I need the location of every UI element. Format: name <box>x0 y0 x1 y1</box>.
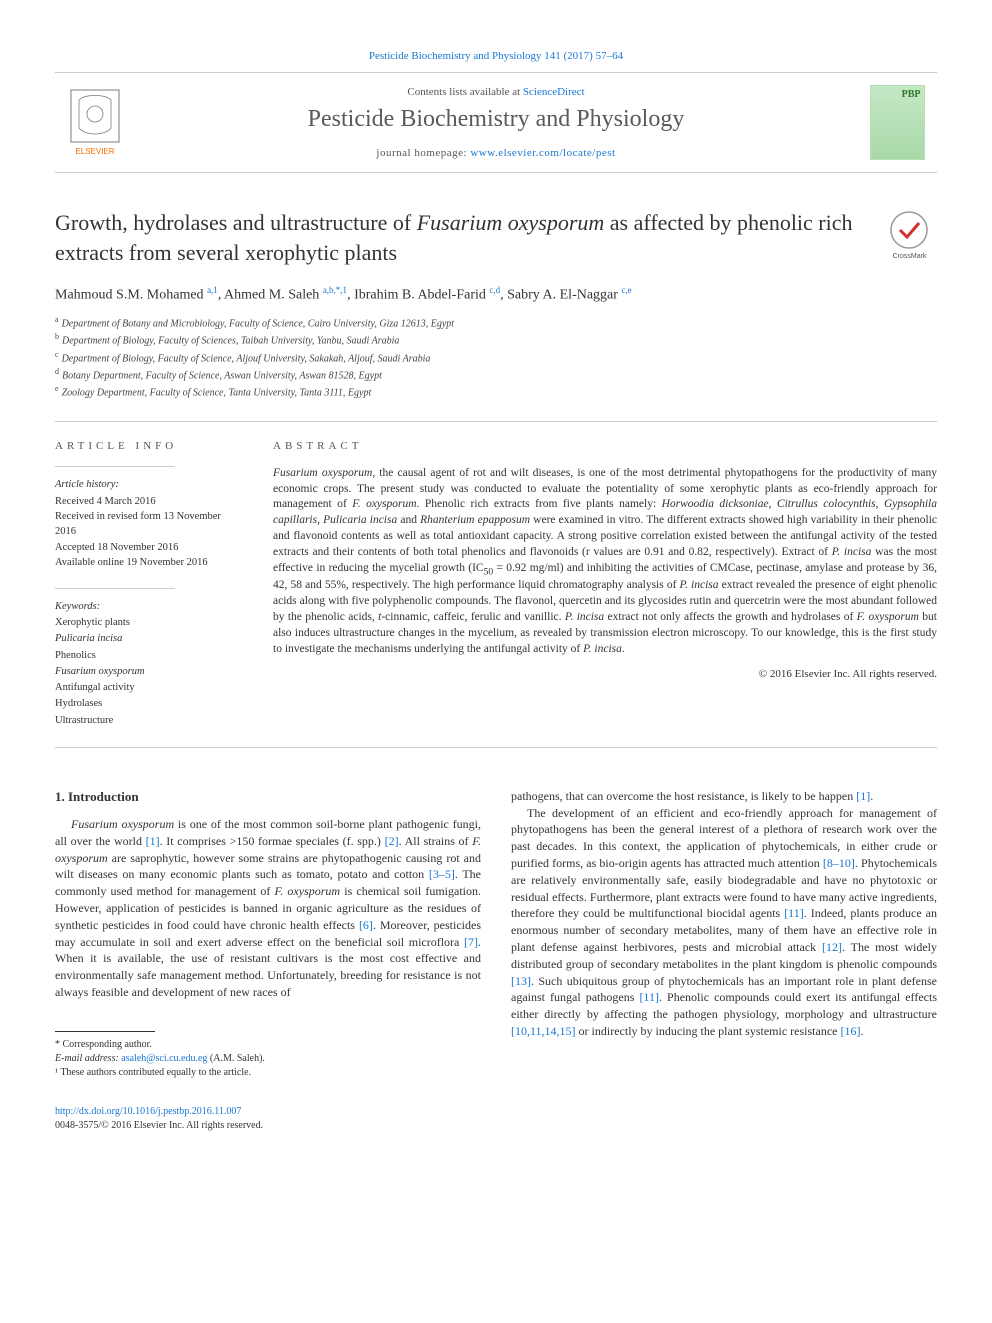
equal-contribution-note: ¹ These authors contributed equally to t… <box>55 1066 481 1080</box>
issn-copyright-line: 0048-3575/© 2016 Elsevier Inc. All right… <box>55 1120 263 1131</box>
elsevier-logo-icon: ELSEVIER <box>65 88 125 158</box>
journal-homepage-line: journal homepage: www.elsevier.com/locat… <box>135 147 857 159</box>
svg-text:ELSEVIER: ELSEVIER <box>75 147 114 156</box>
keyword-item: Pulicaria incisa <box>55 631 237 646</box>
keyword-item: Phenolics <box>55 648 237 663</box>
contents-available-line: Contents lists available at ScienceDirec… <box>135 86 857 98</box>
journal-cover-icon: PBP <box>870 85 925 160</box>
abstract-text: Fusarium oxysporum, the causal agent of … <box>273 466 937 658</box>
journal-header: ELSEVIER Contents lists available at Sci… <box>55 72 937 173</box>
intro-paragraph-1: Fusarium oxysporum is one of the most co… <box>55 816 481 1001</box>
journal-cover-abbrev: PBP <box>902 89 921 100</box>
crossmark-icon[interactable]: CrossMark <box>882 208 937 263</box>
keywords-block: Keywords: Xerophytic plantsPulicaria inc… <box>55 599 237 728</box>
affiliation-line: aDepartment of Botany and Microbiology, … <box>55 314 937 331</box>
authors-line: Mahmoud S.M. Mohamed a,1, Ahmed M. Saleh… <box>55 285 937 304</box>
article-info-divider <box>55 466 175 467</box>
journal-name: Pesticide Biochemistry and Physiology <box>135 106 857 133</box>
body-column-right: pathogens, that can overcome the host re… <box>511 788 937 1133</box>
article-title: Growth, hydrolases and ultrastructure of… <box>55 208 862 267</box>
keyword-item: Hydrolases <box>55 696 237 711</box>
intro-paragraph-1-cont: pathogens, that can overcome the host re… <box>511 788 937 805</box>
email-label: E-mail address: <box>55 1053 119 1064</box>
keyword-item: Xerophytic plants <box>55 615 237 630</box>
abstract-copyright: © 2016 Elsevier Inc. All rights reserved… <box>273 668 937 680</box>
doi-link[interactable]: http://dx.doi.org/10.1016/j.pestbp.2016.… <box>55 1106 241 1117</box>
article-history-heading: Article history: <box>55 477 237 492</box>
footnote-rule <box>55 1031 155 1032</box>
section-1-heading: 1. Introduction <box>55 788 481 806</box>
affiliation-line: eZoology Department, Faculty of Science,… <box>55 383 937 400</box>
sciencedirect-link[interactable]: ScienceDirect <box>523 86 585 98</box>
keyword-item: Antifungal activity <box>55 680 237 695</box>
affiliations-block: aDepartment of Botany and Microbiology, … <box>55 314 937 401</box>
history-line: Accepted 18 November 2016 <box>55 540 237 555</box>
footer-meta: http://dx.doi.org/10.1016/j.pestbp.2016.… <box>55 1105 481 1133</box>
keywords-divider <box>55 588 175 589</box>
article-history-block: Article history: Received 4 March 2016Re… <box>55 477 237 570</box>
affiliation-line: bDepartment of Biology, Faculty of Scien… <box>55 331 937 348</box>
journal-cover-slot: PBP <box>857 85 937 160</box>
intro-paragraph-2: The development of an efficient and eco-… <box>511 805 937 1040</box>
corresponding-author-note: * Corresponding author. <box>55 1038 481 1052</box>
body-column-left: 1. Introduction Fusarium oxysporum is on… <box>55 788 481 1133</box>
email-line: E-mail address: asaleh@sci.cu.edu.eg (A.… <box>55 1052 481 1066</box>
affiliation-line: cDepartment of Biology, Faculty of Scien… <box>55 349 937 366</box>
abstract-label: ABSTRACT <box>273 440 937 452</box>
contents-prefix: Contents lists available at <box>407 86 522 98</box>
top-citation-link[interactable]: Pesticide Biochemistry and Physiology 14… <box>369 50 623 62</box>
email-suffix: (A.M. Saleh). <box>207 1053 265 1064</box>
history-line: Received 4 March 2016 <box>55 494 237 509</box>
publisher-logo-slot: ELSEVIER <box>55 88 135 158</box>
history-line: Available online 19 November 2016 <box>55 555 237 570</box>
keyword-item: Fusarium oxysporum <box>55 664 237 679</box>
history-line: Received in revised form 13 November 201… <box>55 509 237 539</box>
article-info-label: ARTICLE INFO <box>55 440 237 452</box>
affiliation-line: dBotany Department, Faculty of Science, … <box>55 366 937 383</box>
journal-homepage-link[interactable]: www.elsevier.com/locate/pest <box>470 147 615 159</box>
keyword-item: Ultrastructure <box>55 713 237 728</box>
crossmark-label: CrossMark <box>893 253 927 260</box>
keywords-heading: Keywords: <box>55 599 237 614</box>
top-citation: Pesticide Biochemistry and Physiology 14… <box>55 50 937 62</box>
corresponding-email-link[interactable]: asaleh@sci.cu.edu.eg <box>121 1053 207 1064</box>
footnotes-block: * Corresponding author. E-mail address: … <box>55 1031 481 1080</box>
homepage-prefix: journal homepage: <box>376 147 470 159</box>
